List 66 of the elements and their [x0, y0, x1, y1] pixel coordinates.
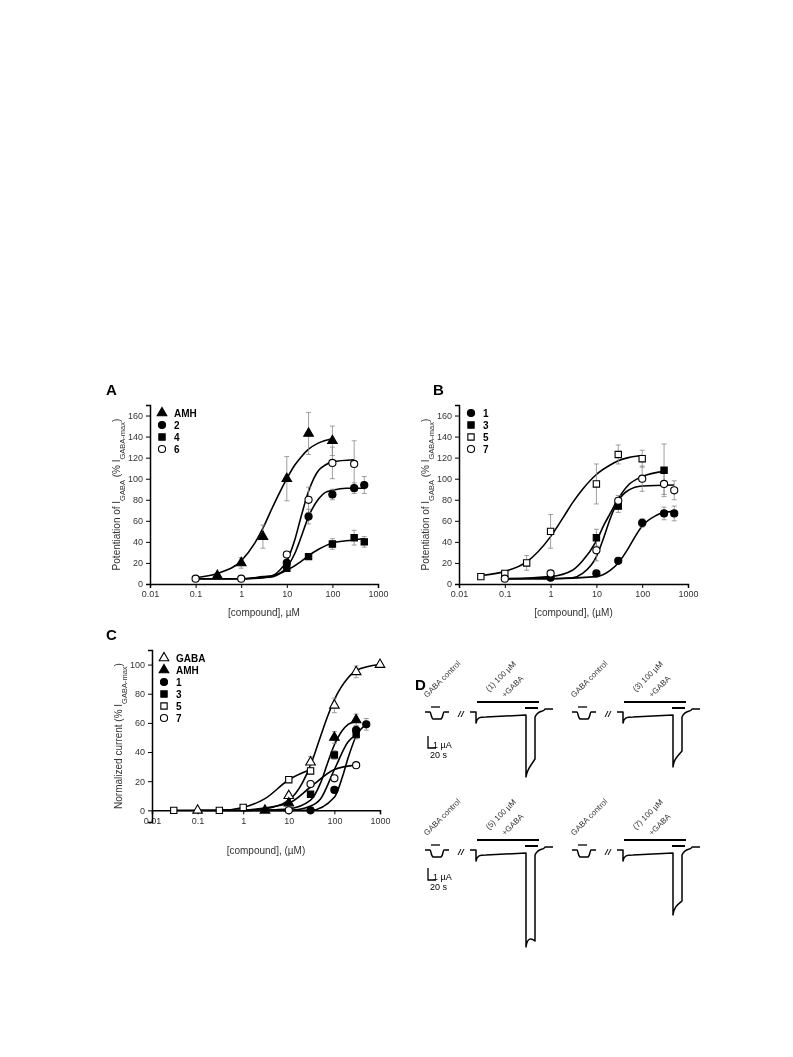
- y-tick-label: 0: [446, 579, 452, 590]
- y-tick-label: 20: [441, 558, 452, 569]
- legend-label: 5: [176, 701, 182, 712]
- y-tick-label: 20: [132, 558, 143, 569]
- x-tick-label: 10: [282, 589, 293, 600]
- legend-label: 2: [174, 420, 180, 431]
- x-axis-title: [compound], (µM): [226, 845, 306, 856]
- y-tick-label: 80: [132, 495, 143, 506]
- y-tick-label: 160: [436, 410, 452, 421]
- y-tick-label: 60: [441, 516, 452, 527]
- x-tick-label: 1: [239, 589, 245, 600]
- x-tick-label: 0.1: [189, 589, 203, 600]
- x-tick-label: 1000: [678, 589, 699, 600]
- legend-label: AMH: [176, 665, 199, 676]
- y-tick-label: 80: [441, 495, 452, 506]
- x-tick-label: 10: [591, 589, 602, 600]
- legend-label: AMH: [174, 408, 197, 419]
- x-tick-label: 100: [327, 815, 343, 826]
- chart-title: B: [433, 381, 444, 398]
- x-tick-label: 0.01: [450, 589, 469, 600]
- y-tick-label: 0: [139, 805, 145, 816]
- y-tick-label: 160: [127, 410, 143, 421]
- legend-label: 6: [174, 444, 180, 455]
- legend-label: 5: [483, 432, 489, 443]
- x-tick-label: 1: [548, 589, 554, 600]
- legend-label: 3: [176, 689, 182, 700]
- y-tick-label: 100: [127, 474, 143, 485]
- y-tick-label: 60: [134, 718, 145, 729]
- text: 1 µA: [433, 872, 452, 882]
- x-tick-label: 100: [325, 589, 341, 600]
- y-tick-label: 140: [127, 431, 143, 442]
- text: 1 µA: [433, 740, 452, 750]
- x-tick-label: 100: [635, 589, 651, 600]
- x-tick-label: 1000: [370, 815, 391, 826]
- y-tick-label: 40: [134, 747, 145, 758]
- legend-label: 1: [483, 408, 489, 419]
- legend-label: 7: [176, 713, 182, 724]
- x-tick-label: 10: [284, 815, 295, 826]
- y-tick-label: 20: [134, 776, 145, 787]
- legend-label: 7: [483, 444, 489, 455]
- legend-label: 4: [174, 432, 180, 443]
- x-axis-title: [compound], (µM): [534, 607, 613, 618]
- legend-label: 3: [483, 420, 489, 431]
- y-tick-label: 40: [132, 537, 143, 548]
- text: 20 s: [430, 750, 448, 760]
- y-tick-label: 80: [134, 689, 145, 700]
- x-tick-label: 0.1: [191, 815, 205, 826]
- y-tick-label: 140: [436, 431, 452, 442]
- y-tick-label: 100: [436, 474, 452, 485]
- chart-title: C: [106, 626, 117, 643]
- y-tick-label: 60: [132, 516, 143, 527]
- y-tick-label: 40: [441, 537, 452, 548]
- y-tick-label: 120: [127, 453, 143, 464]
- text: D: [415, 676, 426, 693]
- chart-title: A: [106, 381, 117, 398]
- legend-label: GABA: [176, 653, 206, 664]
- text: 20 s: [430, 882, 448, 892]
- x-tick-label: 0.1: [499, 589, 512, 600]
- x-tick-label: 0.01: [141, 589, 160, 600]
- x-axis-title: [compound], µM: [228, 607, 300, 618]
- legend-label: 1: [176, 677, 182, 688]
- y-tick-label: 0: [137, 579, 143, 590]
- y-tick-label: 120: [436, 453, 452, 464]
- x-tick-label: 1000: [368, 589, 389, 600]
- x-tick-label: 1: [241, 815, 247, 826]
- y-tick-label: 100: [129, 659, 145, 670]
